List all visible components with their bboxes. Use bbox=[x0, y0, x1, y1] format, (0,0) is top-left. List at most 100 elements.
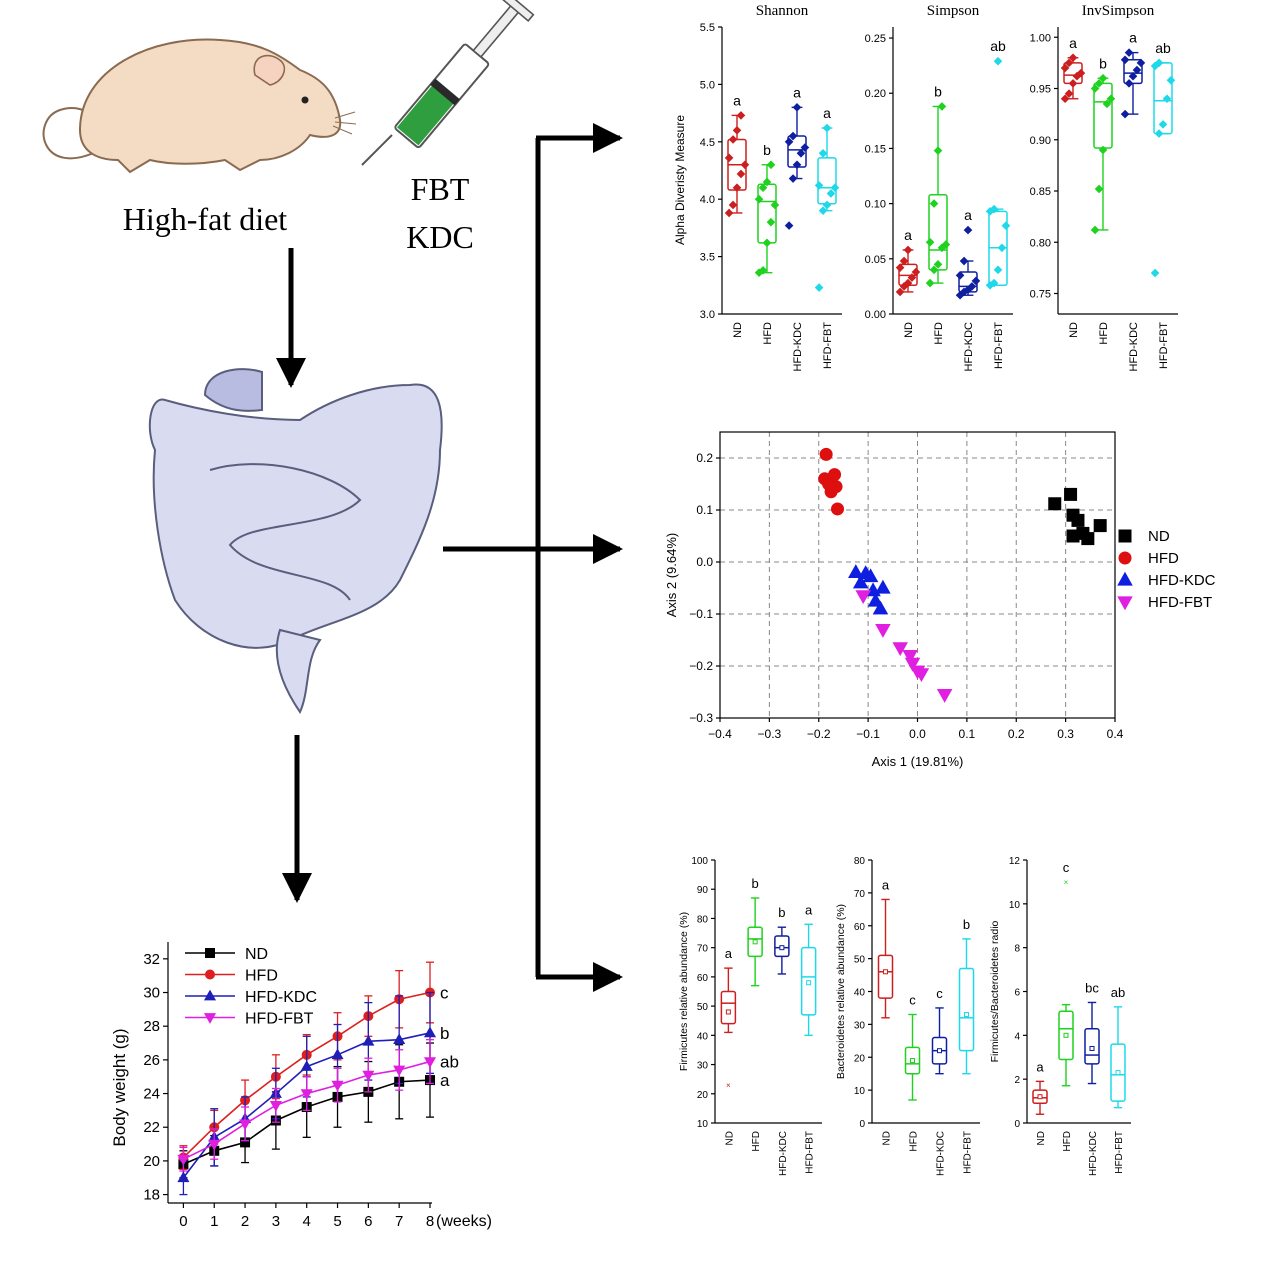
intestine-illustration bbox=[148, 368, 443, 715]
phylum-y-tick-label: 60 bbox=[697, 973, 709, 984]
series-point bbox=[208, 1139, 221, 1151]
phylum-category-label: ND bbox=[724, 1131, 735, 1145]
series-point bbox=[393, 1065, 406, 1077]
mouse-whiskers bbox=[332, 111, 357, 135]
flow-arrows bbox=[276, 123, 623, 992]
phylum-y-tick-label: 70 bbox=[697, 944, 709, 955]
weight-y-tick-label: 20 bbox=[143, 1153, 160, 1170]
data-point bbox=[1154, 58, 1164, 68]
significance-letter: b bbox=[440, 1024, 449, 1043]
data-point bbox=[830, 183, 840, 193]
phylum-y-tick-label: 40 bbox=[854, 988, 866, 999]
pcoa-point bbox=[875, 579, 891, 594]
alpha-category-label: ND bbox=[732, 322, 744, 338]
significance-letter: ab bbox=[440, 1053, 459, 1072]
stomach bbox=[203, 368, 263, 412]
mouse-illustration bbox=[42, 38, 357, 174]
box-mean bbox=[1115, 1070, 1121, 1076]
weight-x-axis-label: (weeks) bbox=[436, 1213, 492, 1230]
pcoa-x-tick-label: 0.1 bbox=[959, 727, 976, 741]
pcoa-point bbox=[867, 592, 884, 607]
weight-series-hfd-fbt: ab bbox=[177, 1039, 459, 1172]
mouse-eye bbox=[301, 96, 309, 104]
diet-label: High-fat diet bbox=[123, 201, 288, 237]
data-point bbox=[1120, 55, 1130, 65]
data-point bbox=[1098, 145, 1108, 155]
data-point bbox=[1060, 63, 1070, 73]
data-point bbox=[1158, 120, 1168, 129]
alpha-box-hfd-fbt: a bbox=[814, 105, 840, 292]
pcoa-x-tick-label: −0.4 bbox=[708, 727, 732, 741]
significance-letter: ab bbox=[990, 38, 1006, 54]
data-point bbox=[989, 278, 999, 288]
significance-letter: a bbox=[440, 1071, 450, 1090]
significance-letter: a bbox=[904, 227, 912, 243]
alpha-category-label: HFD-FBT bbox=[993, 322, 1005, 369]
significance-letter: ab bbox=[1155, 40, 1171, 56]
pcoa-series-hfd-kdc bbox=[848, 564, 891, 615]
charts-layer: 3.0 3.5 4.0 4.5 5.0 5.5 a ND b HFD a HFD-KDC a HFD-FB… bbox=[110, 3, 1216, 1230]
data-point bbox=[1150, 268, 1160, 278]
legend-marker-hfd bbox=[205, 969, 215, 980]
pcoa-point bbox=[913, 668, 930, 683]
data-point bbox=[1102, 99, 1112, 109]
phylum-box-hfd-kdc: c bbox=[931, 986, 948, 1075]
data-point bbox=[724, 153, 734, 163]
legend-label-nd: ND bbox=[1148, 528, 1170, 545]
phylum-y-tick-label: 50 bbox=[697, 1002, 709, 1013]
alpha-panel-title: Shannon bbox=[756, 3, 809, 19]
phylum-panel-3: 024681012aND×cHFDbcHFD-KDCabHFD-FBTFirmi… bbox=[989, 856, 1131, 1176]
pcoa-y-tick-label: 0.2 bbox=[696, 451, 713, 465]
weight-y-tick-label: 26 bbox=[143, 1052, 160, 1069]
phylum-box-nd: ×a bbox=[720, 946, 737, 1090]
data-point bbox=[792, 103, 802, 112]
pcoa-point bbox=[1081, 532, 1095, 546]
data-point bbox=[925, 278, 935, 288]
data-point bbox=[754, 194, 764, 204]
phylum-category-label: HFD bbox=[1062, 1131, 1073, 1152]
data-point bbox=[993, 56, 1003, 66]
significance-letter: a bbox=[725, 946, 733, 961]
pcoa-y-tick-label: 0.1 bbox=[696, 503, 713, 517]
box-outlier: × bbox=[726, 1081, 731, 1090]
box-outlier: × bbox=[1064, 878, 1069, 887]
phylum-y-axis-label: Bacteroidetes relative abundance (%) bbox=[835, 904, 847, 1079]
alpha-y-tick-label: 0.10 bbox=[865, 199, 886, 211]
alpha-box-nd: a bbox=[1060, 35, 1086, 104]
phylum-y-axis-label: Firmicutes relative abundance (%) bbox=[678, 912, 690, 1071]
data-point bbox=[818, 206, 828, 215]
phylum-y-tick-label: 6 bbox=[1014, 988, 1020, 999]
pcoa-x-axis-label: Axis 1 (19.81%) bbox=[872, 754, 964, 769]
box-iqr bbox=[1093, 82, 1113, 149]
data-point bbox=[895, 263, 905, 272]
pcoa-point bbox=[904, 657, 921, 672]
phylum-box-hfd: b bbox=[747, 876, 763, 987]
data-point bbox=[929, 265, 939, 275]
phylum-y-tick-label: 40 bbox=[697, 1031, 709, 1042]
alpha-y-tick-label: 0.25 bbox=[865, 33, 886, 45]
rectum bbox=[275, 628, 322, 715]
alpha-category-label: HFD bbox=[1098, 322, 1110, 345]
data-point bbox=[1068, 53, 1078, 63]
data-point bbox=[1090, 84, 1100, 93]
legend-marker-nd bbox=[1118, 529, 1132, 543]
weight-y-tick-label: 28 bbox=[143, 1018, 160, 1035]
data-point bbox=[766, 160, 776, 170]
significance-letter: b bbox=[963, 917, 970, 932]
syringe-liquid bbox=[396, 83, 456, 146]
phylum-y-tick-label: 8 bbox=[1014, 944, 1020, 955]
weight-x-tick-label: 3 bbox=[272, 1213, 280, 1230]
phylum-category-label: HFD-FBT bbox=[963, 1131, 974, 1174]
legend-marker-hfd-fbt bbox=[203, 1013, 217, 1024]
alpha-y-tick-label: 0.15 bbox=[865, 143, 886, 155]
pcoa-series-nd bbox=[1048, 487, 1107, 546]
alpha-box-hfd-kdc: a bbox=[955, 207, 981, 300]
box-iqr bbox=[817, 157, 837, 205]
alpha-box-hfd: b bbox=[925, 83, 951, 288]
alpha-category-label: HFD-FBT bbox=[1158, 322, 1170, 369]
phylum-y-tick-label: 10 bbox=[1009, 900, 1021, 911]
phylum-y-tick-label: 50 bbox=[854, 955, 866, 966]
phylum-category-label: ND bbox=[1036, 1131, 1047, 1145]
data-point bbox=[895, 287, 905, 297]
